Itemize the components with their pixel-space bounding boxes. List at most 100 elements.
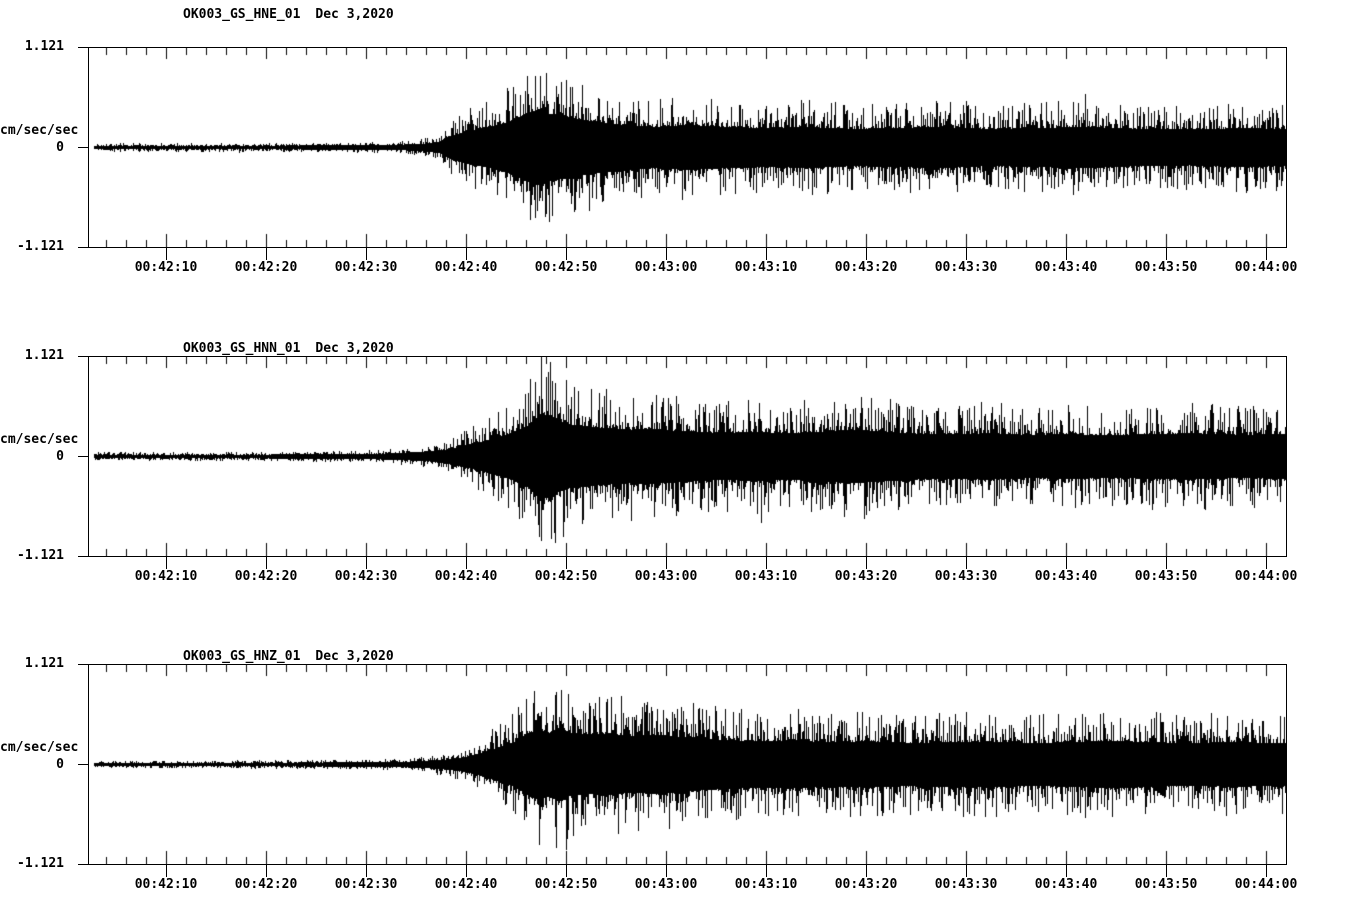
plot-title: OK003_GS_HNE_01 Dec 3,2020 (183, 7, 394, 22)
x-axis-major-tick (1166, 865, 1167, 877)
x-tick-label: 00:44:00 (1234, 260, 1298, 275)
waveform-canvas-hnn (89, 357, 1286, 556)
y-axis-tick (78, 47, 88, 48)
y-axis-zero-label: 0 (56, 757, 64, 772)
x-tick-label: 00:43:30 (934, 260, 998, 275)
x-axis-major-tick (366, 557, 367, 569)
plot-title: OK003_GS_HNN_01 Dec 3,2020 (183, 341, 394, 356)
x-tick-label: 00:44:00 (1234, 569, 1298, 584)
x-axis-major-tick (266, 557, 267, 569)
y-axis-zero-label: 0 (56, 449, 64, 464)
x-axis-major-tick (766, 557, 767, 569)
waveform-canvas-hnz (89, 665, 1286, 864)
x-tick-label: 00:42:40 (434, 260, 498, 275)
y-axis-unit-label: cm/sec/sec (0, 740, 79, 755)
x-tick-label: 00:43:20 (834, 569, 898, 584)
x-tick-label: 00:43:40 (1034, 260, 1098, 275)
x-tick-label: 00:42:20 (234, 877, 298, 892)
x-axis-major-tick (366, 248, 367, 260)
x-tick-label: 00:43:50 (1134, 877, 1198, 892)
x-tick-label: 00:43:00 (634, 877, 698, 892)
x-axis-major-tick (466, 557, 467, 569)
station-code-label: OK003_GS_HNZ_01 (183, 649, 301, 664)
y-axis-min-label: -1.121 (17, 548, 64, 563)
y-axis-max-label: 1.121 (24, 656, 64, 671)
x-axis-major-tick (466, 248, 467, 260)
x-tick-label: 00:43:40 (1034, 569, 1098, 584)
y-axis-max-label: 1.121 (24, 39, 64, 54)
x-axis-major-tick (266, 248, 267, 260)
x-tick-label: 00:42:40 (434, 877, 498, 892)
x-tick-label: 00:42:10 (134, 569, 198, 584)
x-tick-label: 00:43:30 (934, 569, 998, 584)
y-axis-zero-label: 0 (56, 140, 64, 155)
x-axis-major-tick (1266, 248, 1267, 260)
x-axis-major-tick (966, 865, 967, 877)
y-axis-tick (78, 456, 88, 457)
x-axis-major-tick (166, 557, 167, 569)
x-tick-label: 00:42:20 (234, 260, 298, 275)
x-tick-label: 00:43:00 (634, 569, 698, 584)
x-axis-major-tick (366, 865, 367, 877)
x-axis-major-tick (566, 865, 567, 877)
x-tick-label: 00:42:50 (534, 569, 598, 584)
x-tick-label: 00:42:30 (334, 877, 398, 892)
x-tick-label: 00:42:40 (434, 569, 498, 584)
x-tick-label: 00:43:10 (734, 569, 798, 584)
plot-frame (88, 356, 1287, 557)
x-axis-major-tick (866, 865, 867, 877)
y-axis-tick (78, 664, 88, 665)
plot-frame (88, 47, 1287, 248)
x-axis-major-tick (1066, 248, 1067, 260)
x-tick-label: 00:43:30 (934, 877, 998, 892)
y-axis-tick (78, 356, 88, 357)
x-axis-major-tick (666, 557, 667, 569)
date-label: Dec 3,2020 (315, 649, 394, 664)
x-axis-major-tick (866, 557, 867, 569)
x-axis-major-tick (1266, 865, 1267, 877)
x-axis-major-tick (1166, 557, 1167, 569)
x-tick-label: 00:42:20 (234, 569, 298, 584)
station-code-label: OK003_GS_HNN_01 (183, 341, 301, 356)
x-tick-label: 00:43:20 (834, 877, 898, 892)
y-axis-tick (78, 247, 88, 248)
plot-title: OK003_GS_HNZ_01 Dec 3,2020 (183, 649, 394, 664)
y-axis-unit-label: cm/sec/sec (0, 432, 79, 447)
date-label: Dec 3,2020 (315, 341, 394, 356)
y-axis-tick (78, 556, 88, 557)
x-axis-major-tick (866, 248, 867, 260)
y-axis-unit-label: cm/sec/sec (0, 123, 79, 138)
y-axis-min-label: -1.121 (17, 239, 64, 254)
station-code-label: OK003_GS_HNE_01 (183, 7, 301, 22)
y-axis-min-label: -1.121 (17, 856, 64, 871)
x-tick-label: 00:42:30 (334, 260, 398, 275)
x-axis-major-tick (466, 865, 467, 877)
x-tick-label: 00:43:10 (734, 877, 798, 892)
plot-frame (88, 664, 1287, 865)
x-tick-label: 00:42:50 (534, 260, 598, 275)
x-axis-major-tick (1066, 557, 1067, 569)
x-tick-label: 00:42:10 (134, 260, 198, 275)
x-axis-major-tick (166, 865, 167, 877)
x-axis-major-tick (766, 865, 767, 877)
x-axis-major-tick (766, 248, 767, 260)
x-tick-label: 00:43:00 (634, 260, 698, 275)
x-tick-label: 00:43:50 (1134, 260, 1198, 275)
x-axis-major-tick (266, 865, 267, 877)
x-axis-major-tick (566, 557, 567, 569)
x-axis-major-tick (1166, 248, 1167, 260)
x-axis-major-tick (966, 557, 967, 569)
x-axis-major-tick (566, 248, 567, 260)
x-axis-major-tick (166, 248, 167, 260)
date-label: Dec 3,2020 (315, 7, 394, 22)
x-tick-label: 00:42:30 (334, 569, 398, 584)
waveform-canvas-hne (89, 48, 1286, 247)
x-axis-major-tick (1066, 865, 1067, 877)
x-tick-label: 00:42:10 (134, 877, 198, 892)
x-tick-label: 00:43:20 (834, 260, 898, 275)
y-axis-tick (78, 147, 88, 148)
x-axis-major-tick (1266, 557, 1267, 569)
